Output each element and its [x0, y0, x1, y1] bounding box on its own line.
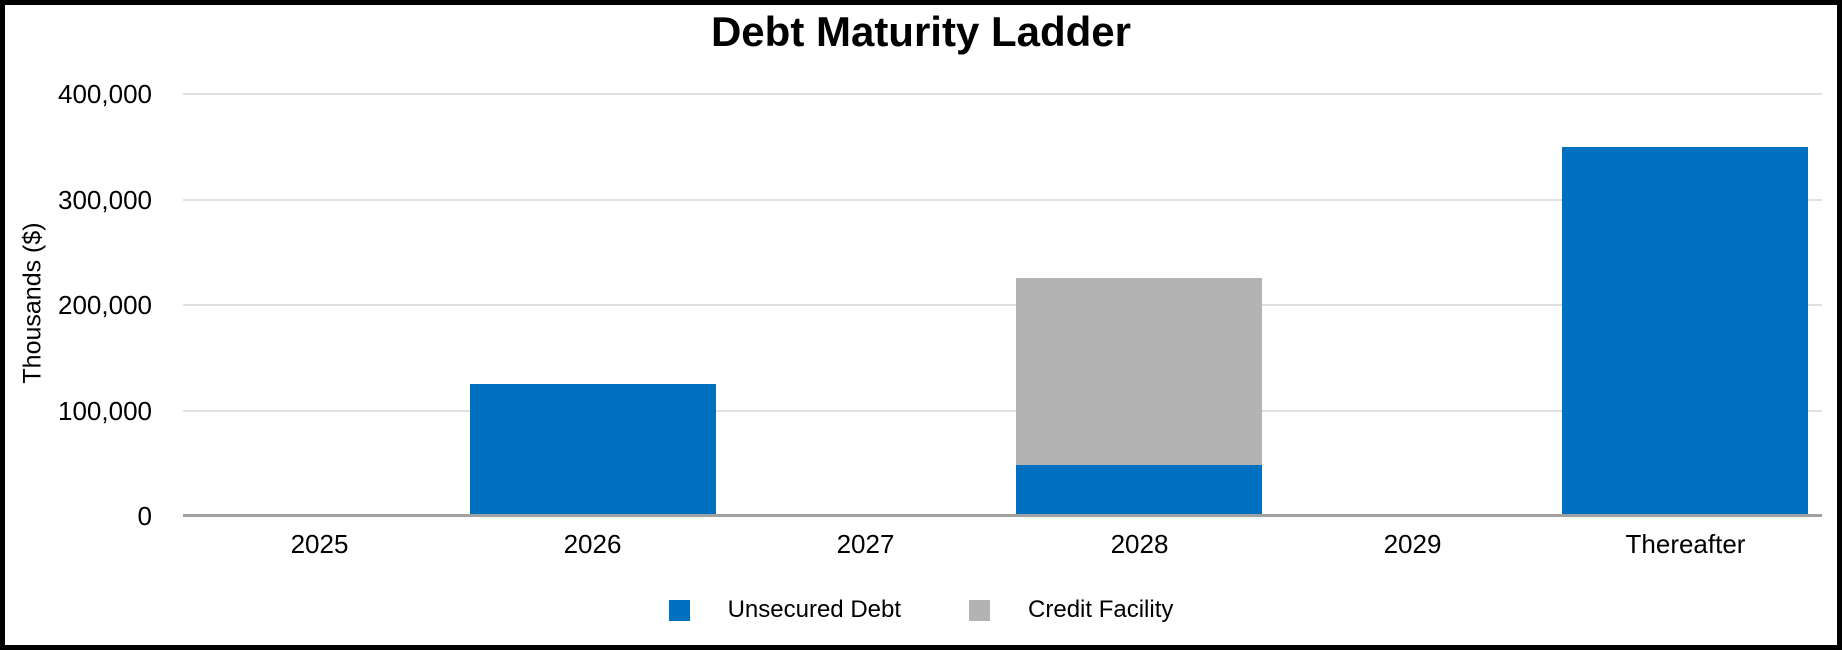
- y-tick-label-300000: 300,000: [58, 185, 152, 215]
- gridline-300000: [183, 199, 1822, 201]
- y-tick-label-100000: 100,000: [58, 396, 152, 426]
- legend-swatch-credit-facility: [969, 599, 991, 621]
- y-tick-label-400000: 400,000: [58, 79, 152, 109]
- gridline-100000: [183, 410, 1822, 412]
- x-tick-label-thereafter: Thereafter: [1625, 529, 1746, 559]
- x-tick-label-2028: 2028: [1110, 529, 1169, 559]
- bar-unsecured-debt-2026: [470, 384, 716, 516]
- bar-unsecured-debt-2028: [1016, 465, 1262, 516]
- x-axis-line: [183, 514, 1822, 517]
- legend-swatch-unsecured-debt: [668, 599, 690, 621]
- x-tick-label-2025: 2025: [290, 529, 349, 559]
- chart-title: Debt Maturity Ladder: [710, 8, 1132, 55]
- x-tick-label-2029: 2029: [1383, 529, 1442, 559]
- gridline-200000: [183, 304, 1822, 306]
- legend: Unsecured Debt Credit Facility: [0, 596, 1842, 624]
- y-tick-label-200000: 200,000: [58, 290, 152, 320]
- x-tick-label-2027: 2027: [836, 529, 895, 559]
- legend-label-unsecured-debt: Unsecured Debt: [727, 596, 902, 623]
- legend-item-unsecured-debt: Unsecured Debt: [668, 596, 902, 624]
- legend-item-credit-facility: Credit Facility: [969, 596, 1173, 624]
- bar-unsecured-debt-thereafter: [1562, 146, 1808, 517]
- x-tick-label-2026: 2026: [563, 529, 622, 559]
- bar-credit-facility-2028: [1016, 277, 1262, 466]
- y-tick-label-0: 0: [137, 501, 152, 531]
- legend-label-credit-facility: Credit Facility: [1028, 596, 1174, 623]
- gridline-400000: [183, 93, 1822, 95]
